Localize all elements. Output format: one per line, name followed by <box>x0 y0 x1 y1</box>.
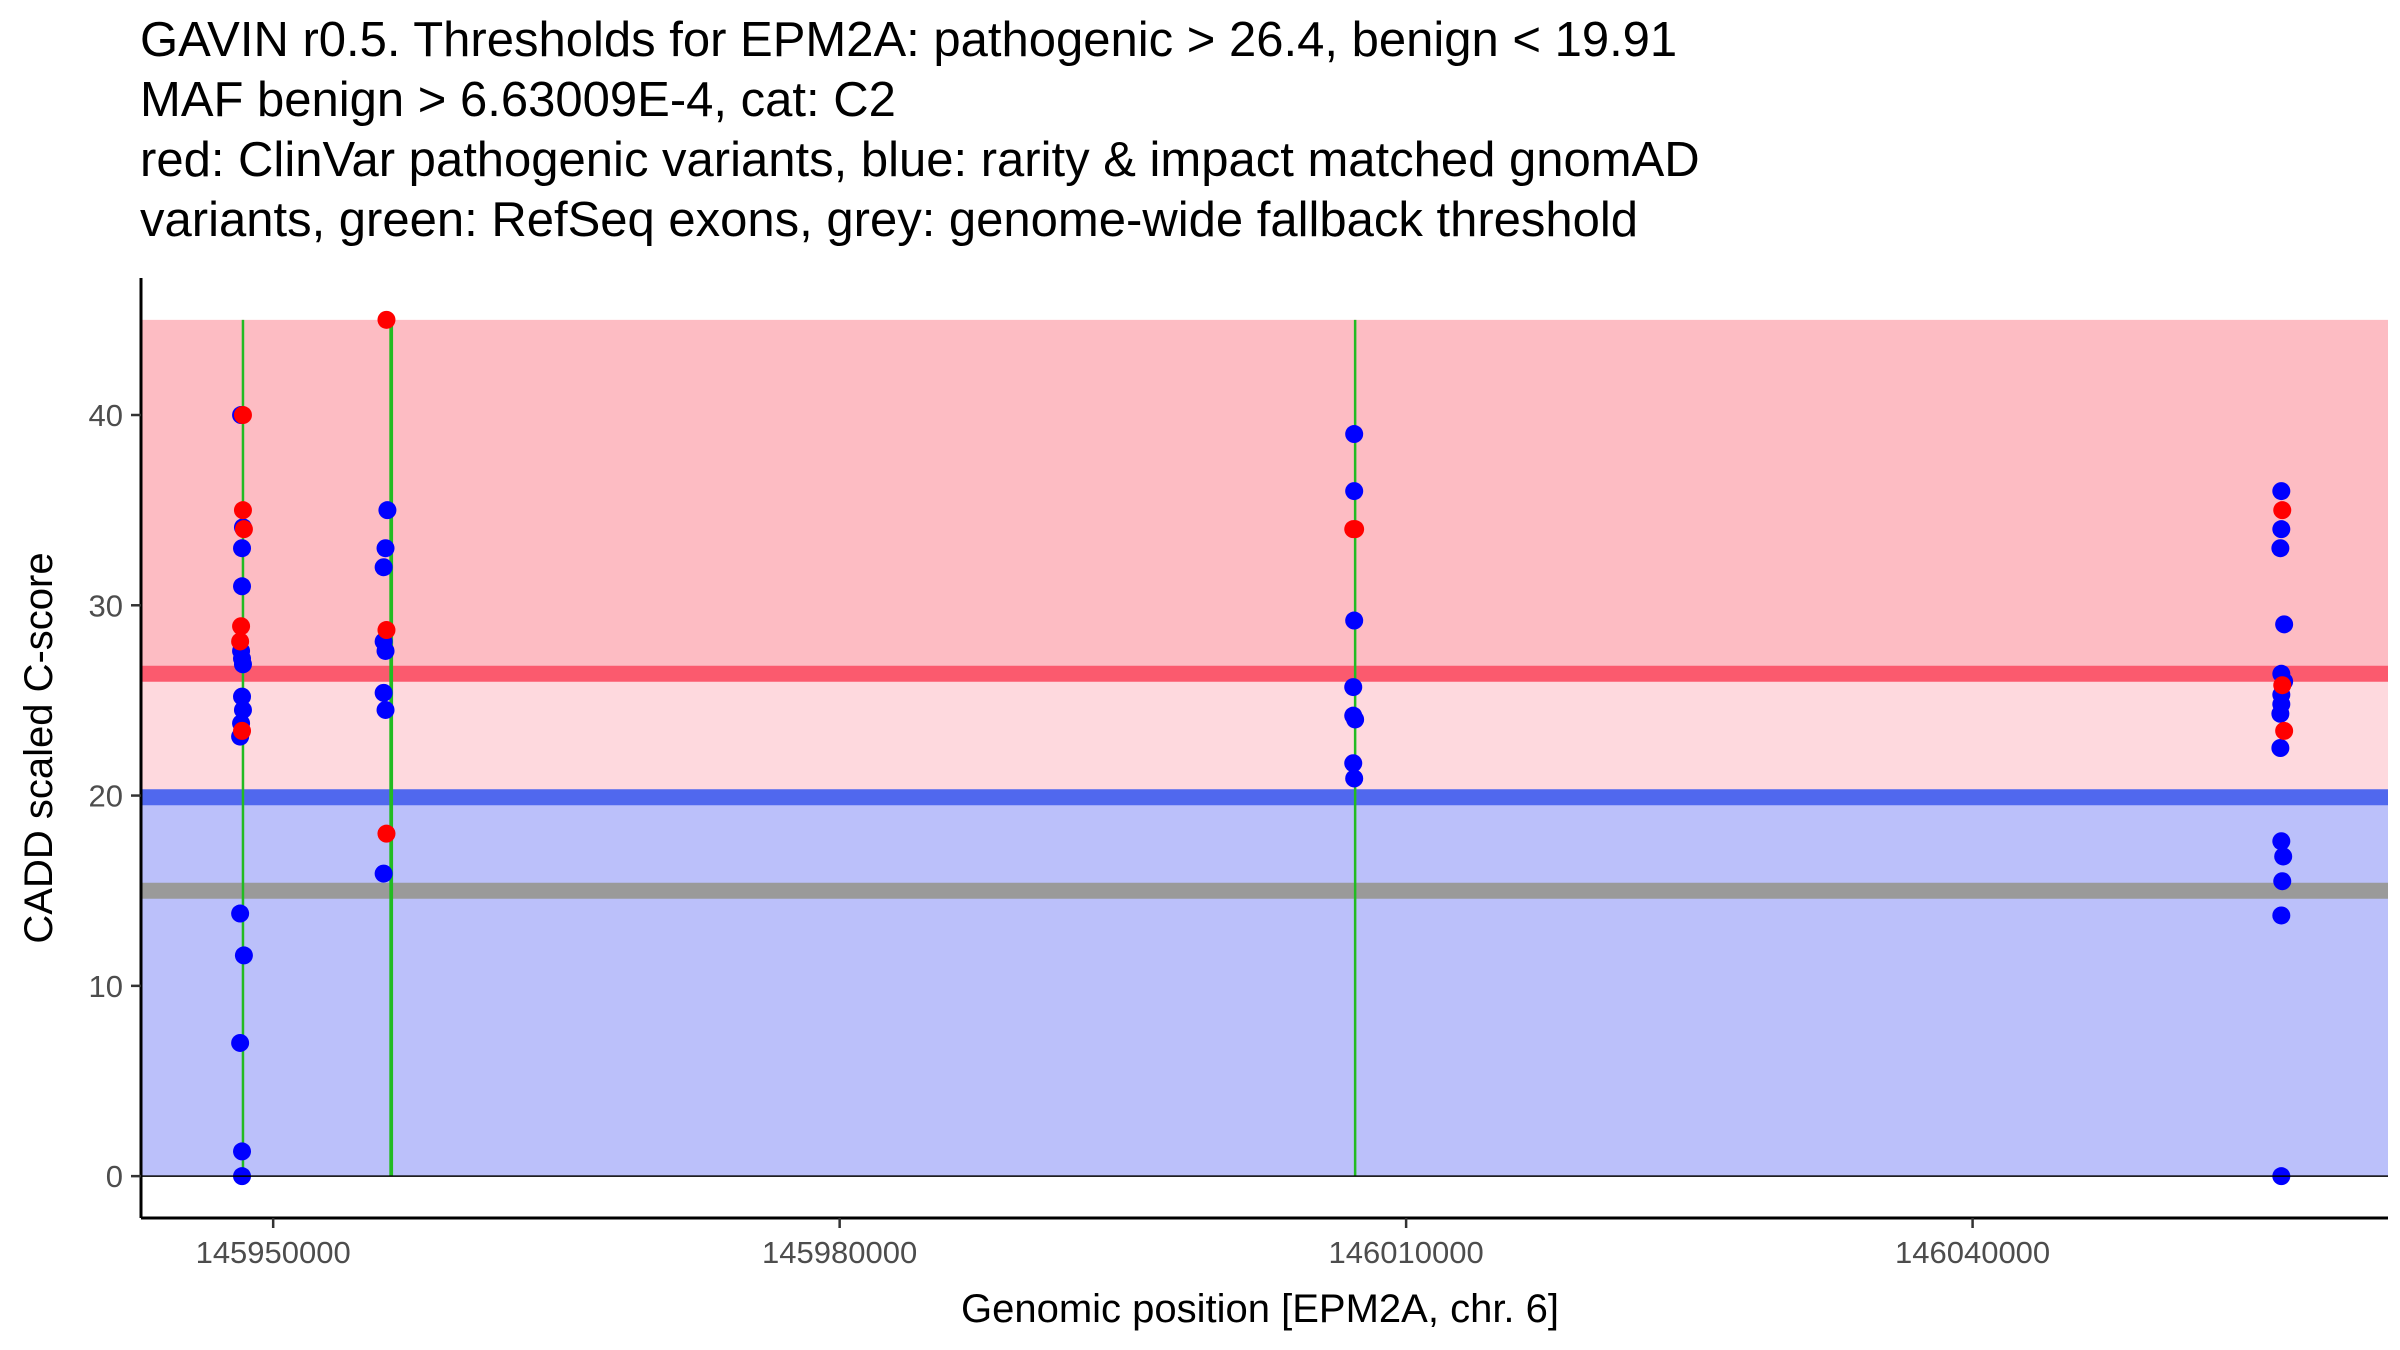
pathogenic-point-13 <box>2273 676 2292 695</box>
benign-point-21 <box>376 641 395 660</box>
benign-point-4 <box>233 687 252 706</box>
threshold-lines <box>141 665 2388 899</box>
benign-point-33 <box>2272 482 2291 501</box>
benign-point-26 <box>1345 482 1364 501</box>
threshold-regions <box>141 319 2388 1177</box>
pathogenic-point-6 <box>233 721 252 740</box>
benign-point-45 <box>2273 872 2292 891</box>
x-tick-label-145950000: 145950000 <box>196 1235 351 1270</box>
pathogenic-point-14 <box>2275 721 2294 740</box>
uncertain-region <box>141 673 2388 798</box>
benign-point-46 <box>2272 906 2291 925</box>
benign-point-17 <box>378 501 397 520</box>
benign-point-42 <box>2271 739 2290 757</box>
exon-2 <box>389 319 394 1177</box>
benign-point-9 <box>233 539 252 558</box>
benign-point-5 <box>233 700 252 719</box>
pathogenic-point-5 <box>231 632 250 651</box>
benign-point-24 <box>374 864 393 883</box>
y-tick-label-30: 30 <box>89 588 123 623</box>
benign-point-12 <box>231 904 250 923</box>
benign-point-30 <box>1346 710 1365 729</box>
benign-point-14 <box>231 1033 250 1052</box>
y-axis-label: CADD scaled C-score <box>17 552 61 943</box>
benign-point-8 <box>233 577 252 596</box>
benign-point-35 <box>2271 539 2290 558</box>
x-tick-label-145980000: 145980000 <box>762 1235 917 1270</box>
chart-title-line-2: MAF benign > 6.63009E-4, cat: C2 <box>140 73 896 127</box>
benign-point-27 <box>1345 611 1364 630</box>
pathogenic-point-8 <box>377 621 396 640</box>
benign-point-36 <box>2275 615 2294 634</box>
benign-point-25 <box>1345 425 1364 444</box>
pathogenic-point-2 <box>233 501 252 520</box>
benign-point-34 <box>2272 520 2291 539</box>
benign-point-44 <box>2274 847 2293 866</box>
benign-region <box>141 797 2388 1177</box>
y-tick-label-0: 0 <box>106 1159 123 1194</box>
pathogenic-point-11 <box>1346 520 1365 539</box>
exon-lines <box>241 319 1357 1177</box>
benign-point-32 <box>1345 769 1364 788</box>
axes: 145950000 145980000 146010000 146040000 0 10 2… <box>89 278 2388 1270</box>
exon-1 <box>241 319 245 1177</box>
y-tick-label-40: 40 <box>89 398 123 433</box>
pathogenic-point-12 <box>2273 501 2292 520</box>
chart-title-line-1: GAVIN r0.5. Thresholds for EPM2A: pathog… <box>140 13 1678 67</box>
benign-point-3 <box>233 655 252 674</box>
benign-point-18 <box>376 539 395 558</box>
benign-point-15 <box>233 1142 252 1161</box>
chart-title-line-3: red: ClinVar pathogenic variants, blue: … <box>140 133 1700 187</box>
y-tick-label-10: 10 <box>89 969 123 1004</box>
benign-point-22 <box>374 683 393 702</box>
pathogenic-point-9 <box>377 824 396 843</box>
x-tick-label-146040000: 146040000 <box>1895 1235 2050 1270</box>
benign-point-19 <box>374 558 393 577</box>
y-tick-label-20: 20 <box>89 779 123 814</box>
benign-point-28 <box>1344 678 1363 697</box>
pathogenic-point-3 <box>234 520 253 539</box>
pathogenic-point-4 <box>232 617 251 636</box>
pathogenic-point-7 <box>377 310 396 329</box>
benign-point-41 <box>2271 704 2290 723</box>
x-axis-label: Genomic position [EPM2A, chr. 6] <box>961 1287 1559 1331</box>
pathogenic-region <box>141 319 2388 674</box>
benign-point-23 <box>376 700 395 719</box>
chart-title-line-4: variants, green: RefSeq exons, grey: gen… <box>140 193 1639 247</box>
benign-point-31 <box>1344 754 1363 773</box>
benign-point-43 <box>2272 832 2291 851</box>
x-tick-label-146010000: 146010000 <box>1329 1235 1484 1270</box>
pathogenic-point-1 <box>233 406 252 425</box>
variant-points <box>231 310 2294 1186</box>
benign-point-13 <box>234 946 253 965</box>
exon-3 <box>1353 319 1357 1177</box>
